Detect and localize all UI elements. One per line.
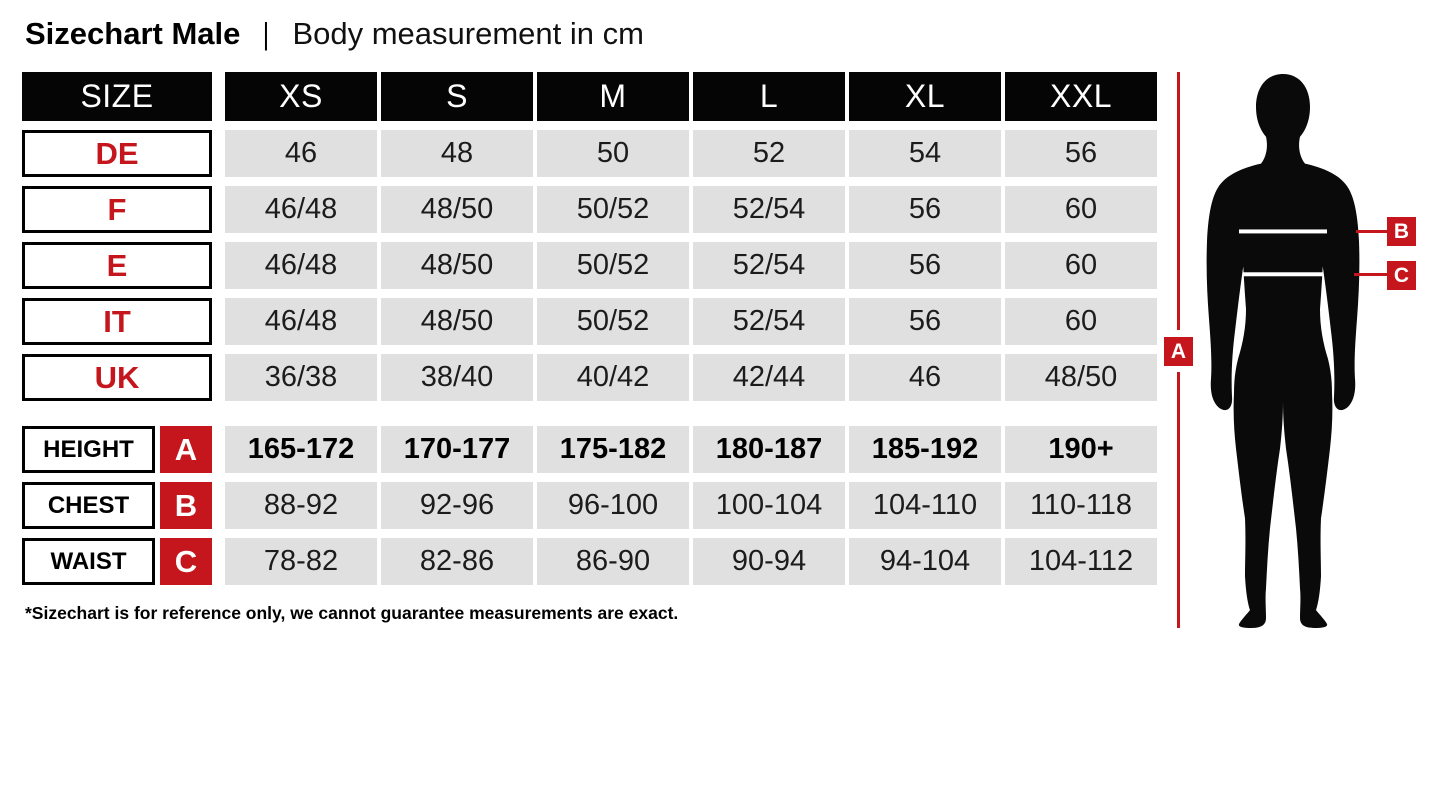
table-cell: 38/40	[381, 354, 533, 401]
table-cell: 52/54	[693, 242, 845, 289]
table-cell: 100-104	[693, 482, 845, 529]
table-cell: 48/50	[1005, 354, 1157, 401]
table-section-gap	[22, 410, 1157, 417]
table-cell: 104-110	[849, 482, 1001, 529]
table-cell: 50	[537, 130, 689, 177]
marker-b-table-badge: B	[160, 482, 212, 529]
table-cell: 48/50	[381, 298, 533, 345]
table-cell: 56	[849, 186, 1001, 233]
table-cell: 46	[225, 130, 377, 177]
table-cell: 48/50	[381, 242, 533, 289]
male-body-icon	[1206, 73, 1360, 629]
table-cell: 46/48	[225, 242, 377, 289]
table-cell: 94-104	[849, 538, 1001, 585]
table-cell: 46/48	[225, 298, 377, 345]
row-label-e: E	[22, 242, 212, 289]
table-cell: 88-92	[225, 482, 377, 529]
table-cell: 78-82	[225, 538, 377, 585]
table-cell: 54	[849, 130, 1001, 177]
table-cell: 110-118	[1005, 482, 1157, 529]
height-label-box: HEIGHT	[22, 426, 155, 473]
page-title: Sizechart Male | Body measurement in cm	[25, 16, 644, 52]
header-m: M	[537, 72, 689, 121]
table-cell: 190+	[1005, 426, 1157, 473]
marker-c-table-badge: C	[160, 538, 212, 585]
chest-label-box: CHEST	[22, 482, 155, 529]
size-table: SIZE XS S M L XL XXL DE 46 48 50 52 54 5…	[22, 72, 1157, 585]
header-size: SIZE	[22, 72, 212, 121]
height-measure-line-bottom	[1177, 372, 1180, 628]
table-cell: 52	[693, 130, 845, 177]
table-cell: 60	[1005, 298, 1157, 345]
table-cell: 86-90	[537, 538, 689, 585]
table-cell: 50/52	[537, 298, 689, 345]
table-cell: 52/54	[693, 186, 845, 233]
waist-marker-connector	[1354, 273, 1387, 276]
table-cell: 40/42	[537, 354, 689, 401]
title-separator: |	[263, 16, 270, 51]
footnote: *Sizechart is for reference only, we can…	[25, 603, 679, 623]
table-cell: 90-94	[693, 538, 845, 585]
table-cell: 60	[1005, 186, 1157, 233]
table-cell: 175-182	[537, 426, 689, 473]
row-label-chest: CHEST B	[22, 482, 212, 529]
table-cell: 165-172	[225, 426, 377, 473]
table-cell: 48	[381, 130, 533, 177]
row-label-height: HEIGHT A	[22, 426, 212, 473]
table-cell: 96-100	[537, 482, 689, 529]
row-label-waist: WAIST C	[22, 538, 212, 585]
marker-c-badge: C	[1387, 261, 1416, 290]
table-cell: 60	[1005, 242, 1157, 289]
table-cell: 50/52	[537, 242, 689, 289]
table-cell: 185-192	[849, 426, 1001, 473]
table-cell: 170-177	[381, 426, 533, 473]
table-cell: 104-112	[1005, 538, 1157, 585]
header-xxl: XXL	[1005, 72, 1157, 121]
waist-label-box: WAIST	[22, 538, 155, 585]
table-cell: 50/52	[537, 186, 689, 233]
table-cell: 46	[849, 354, 1001, 401]
chest-measure-line	[1239, 229, 1327, 234]
title-subtitle: Body measurement in cm	[292, 16, 644, 51]
marker-a-table-badge: A	[160, 426, 212, 473]
row-label-f: F	[22, 186, 212, 233]
table-cell: 56	[849, 242, 1001, 289]
header-s: S	[381, 72, 533, 121]
marker-a-badge: A	[1164, 337, 1193, 366]
male-silhouette-figure	[1203, 72, 1363, 630]
table-cell: 42/44	[693, 354, 845, 401]
waist-measure-line	[1243, 272, 1323, 277]
height-measure-line-top	[1177, 72, 1180, 330]
chest-marker-connector	[1356, 230, 1387, 233]
row-label-de: DE	[22, 130, 212, 177]
table-cell: 180-187	[693, 426, 845, 473]
table-cell: 52/54	[693, 298, 845, 345]
table-cell: 82-86	[381, 538, 533, 585]
table-cell: 48/50	[381, 186, 533, 233]
table-cell: 92-96	[381, 482, 533, 529]
marker-b-badge: B	[1387, 217, 1416, 246]
table-cell: 36/38	[225, 354, 377, 401]
row-label-it: IT	[22, 298, 212, 345]
row-label-uk: UK	[22, 354, 212, 401]
table-cell: 56	[1005, 130, 1157, 177]
header-xl: XL	[849, 72, 1001, 121]
table-cell: 46/48	[225, 186, 377, 233]
header-xs: XS	[225, 72, 377, 121]
table-cell: 56	[849, 298, 1001, 345]
title-main: Sizechart Male	[25, 16, 241, 51]
header-l: L	[693, 72, 845, 121]
